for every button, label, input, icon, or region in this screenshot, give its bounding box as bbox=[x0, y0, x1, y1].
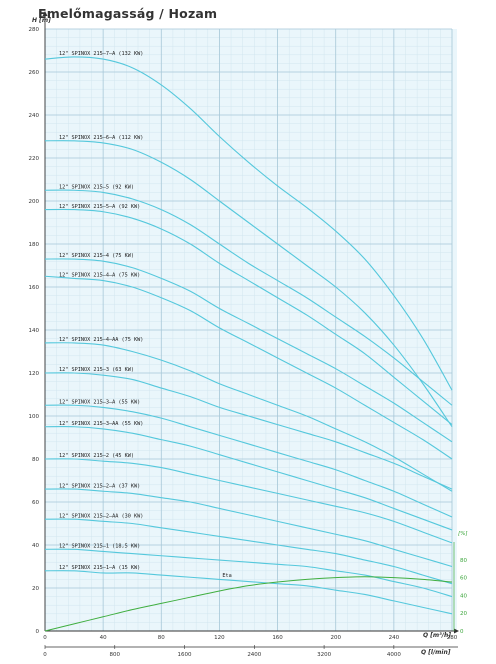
y-tick-label: 200 bbox=[29, 199, 40, 205]
series-label-11: 12" SPINOX 215–2 (45 KW) bbox=[59, 453, 134, 459]
y-tick-label: 280 bbox=[29, 27, 40, 33]
pump-curve-3 bbox=[44, 189, 453, 406]
y2-tick-label: 80 bbox=[460, 558, 467, 564]
eta-curve bbox=[44, 576, 453, 632]
y-tick-label: 180 bbox=[29, 242, 40, 248]
y-tick-label: 240 bbox=[29, 113, 40, 119]
y-axis-arrow bbox=[42, 11, 48, 16]
x2-tick-label: 800 bbox=[110, 652, 121, 658]
pump-curve-13 bbox=[44, 518, 453, 585]
series-label-8: 12" SPINOX 215–3 (63 KW) bbox=[59, 367, 134, 373]
series-label-9: 12" SPINOX 215–3–A (55 KW) bbox=[59, 399, 140, 405]
series-label-14: 12" SPINOX 215–1 (18,5 KW) bbox=[59, 543, 140, 549]
y-tick-label: 20 bbox=[32, 586, 39, 592]
x2-axis-label: Q [l/min] bbox=[421, 649, 451, 656]
pump-curve-8 bbox=[44, 372, 453, 490]
y-tick-label: 80 bbox=[32, 457, 39, 463]
y2-tick-label: 40 bbox=[460, 593, 467, 599]
series-label-15: 12" SPINOX 215–1–A (15 KW) bbox=[59, 565, 140, 571]
y-tick-label: 260 bbox=[29, 70, 40, 76]
pump-curve-14 bbox=[44, 548, 453, 598]
pump-curve-1 bbox=[44, 56, 453, 391]
x-tick-label: 240 bbox=[389, 635, 400, 641]
y-tick-label: 40 bbox=[32, 543, 39, 549]
x2-tick-label: 3200 bbox=[317, 652, 331, 658]
series-label-4: 12" SPINOX 215–5–A (92 KW) bbox=[59, 204, 140, 210]
x-tick-label: 80 bbox=[158, 635, 165, 641]
pump-curve-4 bbox=[44, 208, 453, 426]
x-tick-label: 40 bbox=[100, 635, 107, 641]
x2-tick-label: 2400 bbox=[247, 652, 261, 658]
series-labels: 12" SPINOX 215–7–A (132 KW) 12" SPINOX 21… bbox=[59, 51, 143, 571]
x-tick-label: 120 bbox=[214, 635, 225, 641]
x-tick-label: 0 bbox=[43, 635, 47, 641]
y-tick-label: 140 bbox=[29, 328, 40, 334]
x2-tick-label: 0 bbox=[43, 652, 47, 658]
y2-tick-label: 20 bbox=[460, 611, 467, 617]
y2-ticks: 0 20 40 60 80 bbox=[460, 558, 467, 635]
page-title: Emelőmagasság / Hozam bbox=[38, 6, 218, 21]
pump-curve-11 bbox=[44, 458, 453, 544]
series-label-5: 12" SPINOX 215–4 (75 KW) bbox=[59, 253, 134, 259]
y-tick-label: 0 bbox=[36, 629, 40, 635]
y-ticks: 0 20 40 60 80 100 120 140 160 180 200 220 240 260 280 bbox=[29, 27, 40, 635]
pump-curves bbox=[44, 56, 453, 615]
y-tick-label: 160 bbox=[29, 285, 40, 291]
pump-curve-7 bbox=[44, 342, 453, 492]
y2-tick-label: 60 bbox=[460, 576, 467, 582]
pump-curve-12 bbox=[44, 488, 453, 568]
x-tick-label: 160 bbox=[272, 635, 283, 641]
y-tick-label: 120 bbox=[29, 371, 40, 377]
x2-tick-label: 4000 bbox=[387, 652, 401, 658]
y-tick-label: 220 bbox=[29, 156, 40, 162]
pump-curve-2 bbox=[44, 140, 453, 428]
series-label-3: 12" SPINOX 215–5 (92 KW) bbox=[59, 184, 134, 190]
pump-curve-9 bbox=[44, 404, 453, 518]
grid bbox=[44, 28, 453, 632]
series-label-10: 12" SPINOX 215–3–AA (55 KW) bbox=[59, 421, 143, 427]
y-axis-label: H [m] bbox=[32, 17, 51, 24]
pump-curve-15 bbox=[44, 570, 453, 615]
eta-label: Eta bbox=[222, 573, 231, 579]
x-ticks: 0 40 80 120 160 200 240 280 bbox=[43, 635, 457, 641]
x-tick-label: 200 bbox=[330, 635, 341, 641]
x-axis-arrow bbox=[454, 628, 459, 634]
series-label-13: 12" SPINOX 215–2–AA (30 KW) bbox=[59, 513, 143, 519]
y2-tick-label: 0 bbox=[460, 629, 464, 635]
eta-curve-group: Eta bbox=[44, 573, 453, 632]
y2-axis-label: [%] bbox=[458, 531, 468, 537]
y-tick-label: 60 bbox=[32, 500, 39, 506]
pump-curve-6 bbox=[44, 275, 453, 460]
series-label-2: 12" SPINOX 215–6–A (112 KW) bbox=[59, 135, 143, 141]
x-axis-label: Q [m³/h] bbox=[423, 632, 451, 639]
series-label-1: 12" SPINOX 215–7–A (132 KW) bbox=[59, 51, 143, 57]
x2-ticks: 0 800 1600 2400 3200 4000 bbox=[43, 645, 401, 658]
axes bbox=[42, 11, 459, 648]
series-label-7: 12" SPINOX 215–4–AA (75 KW) bbox=[59, 337, 143, 343]
x-tick-label: 280 bbox=[447, 635, 458, 641]
series-label-12: 12" SPINOX 215–2–A (37 KW) bbox=[59, 483, 140, 489]
pump-curve-5 bbox=[44, 258, 453, 443]
y-tick-label: 100 bbox=[29, 414, 40, 420]
x2-tick-label: 1600 bbox=[178, 652, 192, 658]
series-label-6: 12" SPINOX 215–4–A (75 KW) bbox=[59, 273, 140, 279]
pump-curve-10 bbox=[44, 426, 453, 531]
